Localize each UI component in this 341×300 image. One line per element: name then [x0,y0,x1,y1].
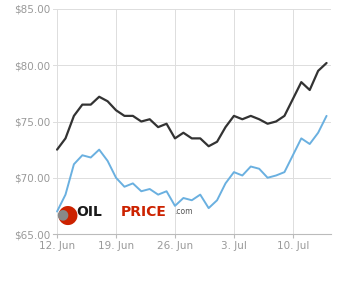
Text: OIL: OIL [77,205,103,218]
Text: PRICE: PRICE [121,205,167,218]
Text: ●: ● [56,208,69,221]
Text: .com: .com [174,207,192,216]
Text: ●: ● [56,202,78,226]
